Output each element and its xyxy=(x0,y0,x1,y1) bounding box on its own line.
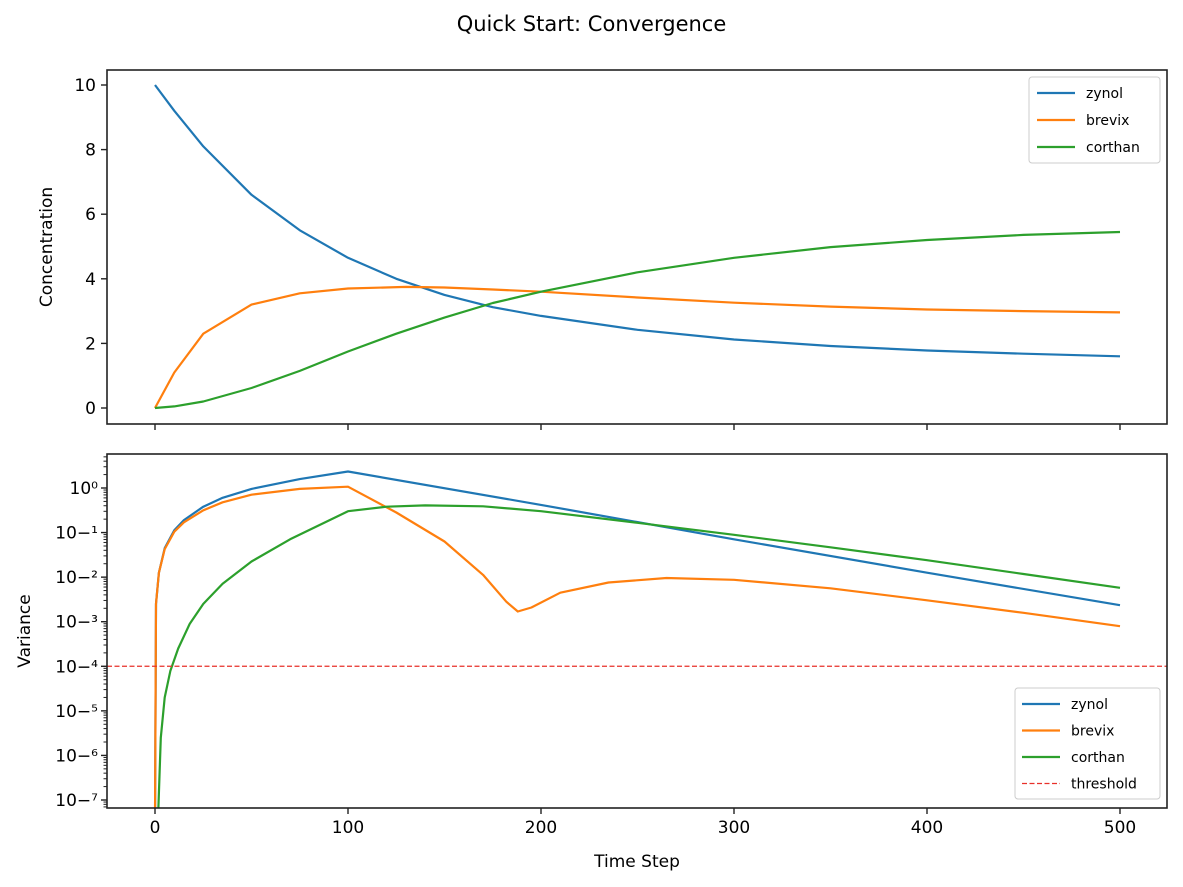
y-tick-label: 10−³ xyxy=(55,613,98,633)
x-axis-label: Time Step xyxy=(593,852,680,872)
y-tick-label: 10⁰ xyxy=(70,479,99,499)
y-tick-label: 10−⁵ xyxy=(55,702,98,722)
legend-brevix-label: brevix xyxy=(1086,113,1129,129)
y-tick-label: 10−⁴ xyxy=(55,657,98,677)
series-brevix-line xyxy=(153,485,1121,808)
figure-title: Quick Start: Convergence xyxy=(456,12,727,36)
y-tick-label: 10−² xyxy=(55,568,98,588)
series-corthan-line xyxy=(154,230,1121,410)
x-tick-label: 100 xyxy=(332,818,364,838)
legend-zynol-label: zynol xyxy=(1071,697,1108,713)
legend-top: zynol brevix corthan xyxy=(1028,76,1161,164)
variance-axes: 10⁰ 10−¹ 10−² 10−³ 10−⁴ 10−⁵ 10−⁶ 10−⁷ 0 100 200 30… xyxy=(15,453,1168,872)
legend-zynol-label: zynol xyxy=(1086,86,1123,102)
axes-frame xyxy=(106,453,1168,809)
y-tick-label: 0 xyxy=(85,399,96,419)
concentration-axes: 0 2 4 6 8 10 Concentration zynol brevix corthan xyxy=(37,69,1168,430)
x-tick-label: 200 xyxy=(525,818,557,838)
legend-threshold-label: threshold xyxy=(1071,777,1137,793)
y-tick-label: 10−⁶ xyxy=(55,746,98,766)
legend-bottom: zynol brevix corthan threshold xyxy=(1014,687,1161,800)
series-corthan-line xyxy=(157,504,1121,808)
x-tick-label: 500 xyxy=(1104,818,1136,838)
legend-corthan-label: corthan xyxy=(1086,140,1140,156)
y-tick-label: 10 xyxy=(74,76,96,96)
legend-brevix-label: brevix xyxy=(1071,724,1114,740)
y-tick-label: 2 xyxy=(85,334,96,354)
x-tick-label: 300 xyxy=(718,818,750,838)
y-tick-label: 6 xyxy=(85,205,96,225)
y-tick-label: 10−⁷ xyxy=(55,791,98,811)
y-tick-label: 4 xyxy=(85,270,96,290)
series-brevix-line xyxy=(154,285,1121,409)
y-tick-label: 8 xyxy=(85,141,96,161)
y-tick-label: 10−¹ xyxy=(55,524,98,544)
legend-corthan-label: corthan xyxy=(1071,750,1125,766)
x-tick-label: 0 xyxy=(150,818,161,838)
x-tick-label: 400 xyxy=(911,818,943,838)
series-zynol-line xyxy=(154,84,1121,358)
axes-frame xyxy=(106,69,1168,425)
y-axis-label: Variance xyxy=(15,594,35,667)
y-axis-label: Concentration xyxy=(37,187,57,307)
